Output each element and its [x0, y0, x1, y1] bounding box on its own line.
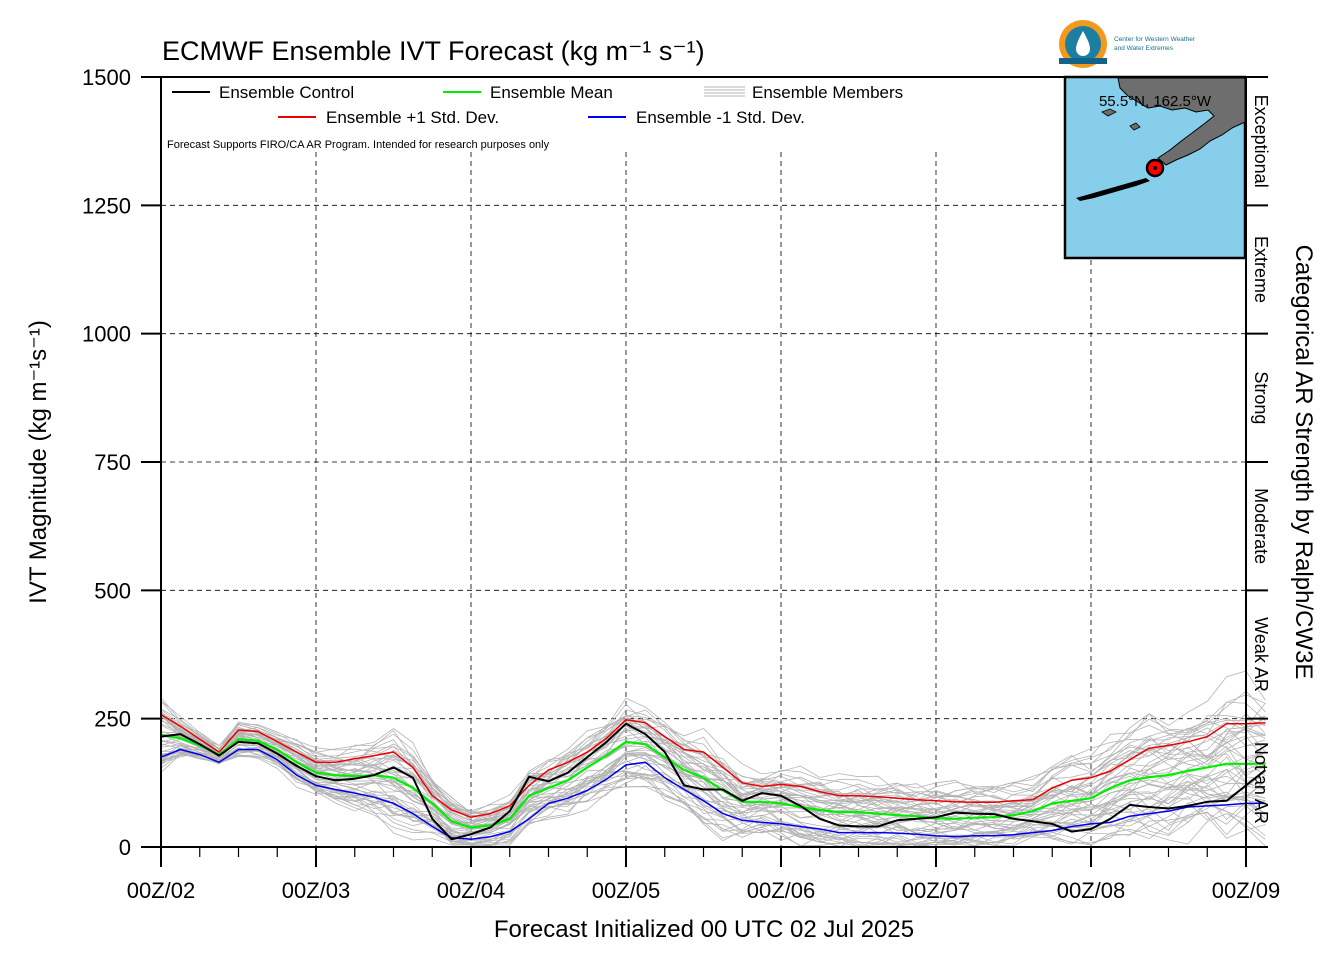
series-line-mean [160, 734, 1266, 829]
ensemble-member-line [160, 739, 1266, 831]
y-tick-label: 1250 [82, 193, 131, 218]
ensemble-member-line [160, 750, 1266, 847]
y-axis: 0 250 500 750 1000 1250 1500 [82, 65, 161, 860]
ensemble-member-line [160, 745, 1266, 846]
right-axis-label: Categorical AR Strength by Ralph/CW3E [1290, 245, 1317, 680]
logo-drop-icon [1076, 31, 1090, 56]
ensemble-member-line [160, 724, 1266, 825]
inset-location-label: 55.5°N, 162.5°W [1099, 93, 1212, 110]
chart-title-units: (kg m⁻¹ s⁻¹) [561, 36, 705, 66]
ensemble-member-line [160, 694, 1266, 825]
ensemble-member-line [160, 749, 1266, 836]
category-label: Not an AR [1251, 742, 1271, 824]
category-label: Extreme [1251, 236, 1271, 303]
chart-title-text: ECMWF Ensemble IVT Forecast [162, 36, 554, 66]
legend-members-label: Ensemble Members [752, 83, 903, 102]
location-marker-dot [1153, 166, 1157, 170]
category-label: Exceptional [1251, 95, 1271, 188]
ensemble-member-line [160, 703, 1266, 814]
category-label: Moderate [1251, 488, 1271, 564]
ensemble-member-line [160, 713, 1266, 817]
plot-area [160, 76, 1267, 848]
location-inset-map: 55.5°N, 162.5°W [1063, 75, 1247, 260]
logo-wave-icon [1059, 58, 1107, 64]
ensemble-statistics [160, 713, 1267, 841]
ensemble-member-line [160, 715, 1266, 816]
legend-minus-label: Ensemble -1 Std. Dev. [636, 108, 805, 127]
legend-control-label: Ensemble Control [219, 83, 354, 102]
legend-plus-label: Ensemble +1 Std. Dev. [326, 108, 499, 127]
y-tick-label: 250 [94, 707, 131, 732]
x-axis-label: Forecast Initialized 00 UTC 02 Jul 2025 [494, 916, 914, 943]
legend-mean-label: Ensemble Mean [490, 83, 613, 102]
y-tick-label: 1500 [82, 65, 131, 90]
legend: Ensemble Control Ensemble Mean Ensemble … [167, 83, 903, 151]
ensemble-member-line [160, 716, 1266, 828]
series-line-control [160, 722, 1267, 841]
inset-land-island-small [1101, 108, 1141, 131]
x-tick-label: 00Z/04 [437, 878, 506, 903]
x-tick-label: 00Z/02 [127, 878, 196, 903]
ensemble-member-line [160, 701, 1266, 817]
x-tick-label: 00Z/09 [1212, 878, 1281, 903]
inset-land-islands [1076, 178, 1150, 201]
ensemble-member-line [160, 728, 1266, 822]
legend-members-swatch [704, 86, 745, 97]
category-label: Weak AR [1251, 617, 1271, 692]
disclaimer-text: Forecast Supports FIRO/CA AR Program. In… [167, 139, 550, 151]
ensemble-member-line [160, 750, 1266, 846]
y-axis-label: IVT Magnitude (kg m⁻¹s⁻¹) [25, 320, 52, 604]
inset-land-alaska [1117, 77, 1246, 166]
ensemble-member-line [160, 670, 1266, 817]
y-tick-label: 0 [119, 835, 131, 860]
logo-text-line1: Center for Western Weather [1114, 36, 1196, 43]
y-tick-label: 1000 [82, 322, 131, 347]
ensemble-member-line [160, 745, 1266, 840]
series-line-plus-one-std [160, 713, 1266, 818]
right-category-axis: Not an AR Weak AR Moderate Strong Extreme Exc… [1246, 76, 1271, 848]
series-line-minus-one-std [160, 748, 1266, 841]
category-label: Strong [1251, 371, 1271, 424]
chart-title: ECMWF Ensemble IVT Forecast (kg m⁻¹ s⁻¹) [162, 36, 705, 66]
y-tick-label: 500 [94, 578, 131, 603]
x-tick-label: 00Z/05 [592, 878, 661, 903]
x-tick-label: 00Z/03 [282, 878, 351, 903]
cw3e-logo: Center for Western Weather and Water Ext… [1059, 20, 1196, 68]
x-tick-label: 00Z/06 [747, 878, 816, 903]
x-tick-label: 00Z/07 [902, 878, 971, 903]
ensemble-member-line [160, 709, 1266, 816]
y-tick-label: 750 [94, 450, 131, 475]
x-tick-label: 00Z/08 [1057, 878, 1126, 903]
logo-text-line2: and Water Extremes [1114, 45, 1174, 52]
x-axis: 00Z/02 00Z/03 00Z/04 00Z/05 00Z/06 00Z/07 00Z/… [127, 847, 1281, 903]
